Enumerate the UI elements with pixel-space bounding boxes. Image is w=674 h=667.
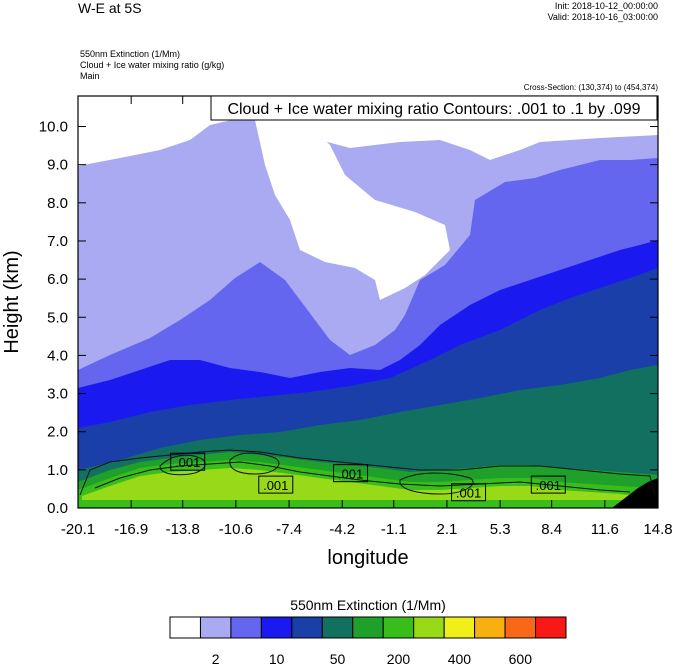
contour-label: .001 <box>175 455 200 470</box>
x-tick-label: 8.4 <box>541 521 562 538</box>
contour-label: .001 <box>456 486 481 501</box>
y-axis-ticks: 0.0 1.0 2.0 3.0 4.0 5.0 6.0 7.0 8.0 9.0 10.0 <box>39 119 658 517</box>
contour-label: .001 <box>536 478 561 493</box>
field-mixing-ratio: Cloud + Ice water mixing ratio (g/kg) <box>80 60 225 70</box>
contour-lines <box>79 449 656 496</box>
x-tick-label: -13.8 <box>166 521 200 538</box>
colorbar-swatch <box>199 616 232 639</box>
colorbar-label: 600 <box>509 651 533 667</box>
colorbar-swatch <box>504 616 537 639</box>
colorbar-swatch <box>169 616 201 639</box>
fill-level-0 <box>78 96 658 300</box>
x-tick-label: -16.9 <box>114 521 148 538</box>
y-tick-label: 2.0 <box>47 424 68 441</box>
contour-info-frame <box>210 95 658 121</box>
terrain <box>612 478 658 508</box>
colorbar-label: 400 <box>448 651 472 667</box>
y-tick-label: 9.0 <box>47 157 68 174</box>
x-tick-label: 14.8 <box>643 521 672 538</box>
contour-info-text: Cloud + Ice water mixing ratio Contours:… <box>227 101 640 118</box>
fill-level-9 <box>82 468 640 500</box>
x-tick-label: -7.4 <box>276 521 302 538</box>
colorbar-swatch <box>321 616 354 639</box>
colorbar-title: 550nm Extinction (1/Mm) <box>290 597 446 613</box>
colorbar-swatch <box>230 616 262 639</box>
colorbar-swatch <box>260 616 293 639</box>
contour-label-box <box>258 475 294 494</box>
contour-info-box: Cloud + Ice water mixing ratio Contours:… <box>210 95 658 121</box>
colorbar-label: 200 <box>387 651 411 667</box>
colorbar-swatch <box>291 616 323 639</box>
x-tick-label: 5.3 <box>490 521 511 538</box>
colorbar-swatch <box>413 616 445 639</box>
colorbar-swatch <box>382 616 415 639</box>
y-tick-label: 1.0 <box>47 462 68 479</box>
y-tick-label: 6.0 <box>47 271 68 288</box>
x-tick-label: 11.6 <box>591 521 619 538</box>
colorbar-swatch <box>443 616 476 639</box>
contour-label: .001 <box>263 478 288 493</box>
valid-time: Valid: 2018-10-16_03:00:00 <box>547 12 658 22</box>
y-tick-label: 10.0 <box>39 119 68 136</box>
field-domain: Main <box>80 71 100 81</box>
x-axis-label: longitude <box>327 547 408 569</box>
colorbar: 2 10 50 200 400 600 <box>169 616 567 667</box>
x-axis-ticks: -20.1 -16.9 -13.8 -10.6 -7.4 -4.2 -1.1 2.1 5.3 8.… <box>61 96 673 538</box>
contour-label-box <box>530 475 566 494</box>
y-tick-label: 7.0 <box>47 233 68 250</box>
y-tick-label: 4.0 <box>47 347 68 364</box>
y-tick-label: 8.0 <box>47 195 68 212</box>
y-axis-label: Height (km) <box>1 250 23 353</box>
y-tick-label: 3.0 <box>47 386 68 403</box>
contour-label-box <box>451 483 487 502</box>
extinction-fill <box>78 96 658 508</box>
colorbar-label: 10 <box>269 651 285 667</box>
contour-label-box <box>170 452 206 471</box>
cross-section-label: Cross-Section: (130,374) to (454,374) <box>523 83 658 92</box>
contour-labels: .001 .001 .001 .001 .001 <box>170 452 566 502</box>
x-tick-label: -4.2 <box>329 521 355 538</box>
x-tick-label: -20.1 <box>61 521 95 538</box>
chart-title: W-E at 5S <box>78 0 142 16</box>
init-time: Init: 2018-10-12_00:00:00 <box>554 1 658 11</box>
colorbar-label: 2 <box>212 651 220 667</box>
x-tick-label: -1.1 <box>381 521 407 538</box>
y-tick-label: 0.0 <box>47 500 68 517</box>
init-valid-times: Init: 2018-10-12_00:00:00 Valid: 2018-10… <box>548 1 658 23</box>
contour-label: .001 <box>338 467 363 482</box>
colorbar-swatch <box>352 616 384 639</box>
x-tick-label: 2.1 <box>437 521 458 538</box>
field-extinction: 550nm Extinction (1/Mm) <box>80 49 181 59</box>
field-descriptions: 550nm Extinction (1/Mm) Cloud + Ice wate… <box>80 49 224 82</box>
x-tick-label: -10.6 <box>219 521 253 538</box>
colorbar-swatch <box>474 616 506 639</box>
colorbar-swatch <box>535 616 567 639</box>
contour-label-box <box>333 464 369 483</box>
colorbar-label: 50 <box>330 651 346 667</box>
y-tick-label: 5.0 <box>47 309 68 326</box>
